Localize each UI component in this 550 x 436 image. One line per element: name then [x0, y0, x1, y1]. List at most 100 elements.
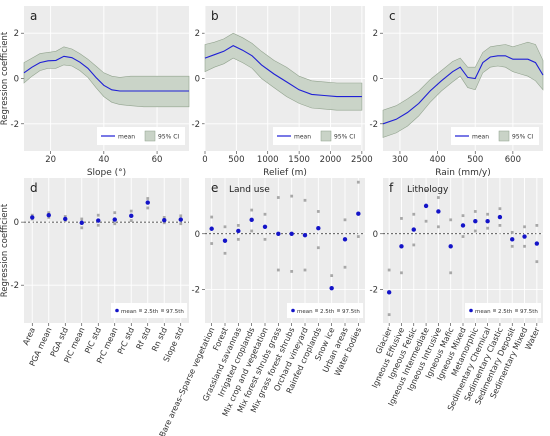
- legend-mean-label: mean: [297, 309, 313, 315]
- point-p975: [473, 210, 477, 213]
- legend-ci-label: 95% CI: [158, 134, 179, 141]
- point-mean: [485, 219, 490, 224]
- legend-mean-label: mean: [118, 134, 135, 141]
- y-tick-label: 2: [195, 29, 200, 39]
- panel-label: e: [211, 181, 218, 195]
- y-tick-label: -2: [370, 286, 378, 296]
- point-mean: [112, 217, 117, 222]
- point-mean: [209, 226, 214, 231]
- legend-ci-label: 95% CI: [334, 134, 355, 141]
- point-p025: [316, 246, 320, 250]
- x-tick-label: 2000: [320, 155, 342, 165]
- point-p975: [343, 218, 347, 222]
- point-mean: [222, 238, 228, 243]
- legend-p025-swatch: [315, 309, 318, 312]
- point-p975: [498, 207, 502, 211]
- point-mean: [399, 244, 404, 249]
- x-tick-label: 1500: [288, 155, 310, 165]
- point-mean: [249, 217, 254, 223]
- x-axis-label: Relief (m): [263, 168, 307, 178]
- point-p975: [179, 214, 183, 218]
- point-p975: [486, 212, 490, 216]
- point-p025: [412, 243, 416, 247]
- point-p975: [461, 214, 465, 218]
- point-mean: [145, 200, 150, 205]
- legend-p975-label: 97.5th: [342, 309, 360, 315]
- legend-box: [273, 127, 361, 145]
- legend-mean-label: mean: [472, 134, 489, 141]
- legend-p025-label: 2.5th: [320, 309, 335, 315]
- y-tick-label: 0: [373, 75, 378, 85]
- point-p975: [510, 230, 514, 234]
- point-p025: [146, 206, 150, 210]
- point-p975: [303, 198, 307, 202]
- y-tick-label: 0: [14, 218, 19, 228]
- legend-p975-swatch: [337, 309, 340, 312]
- point-p025: [343, 265, 347, 269]
- panel-b: -2 0 2 0 500 1000 1500 2000 2500 b Relief (m) mean 9…: [192, 6, 373, 178]
- point-mean: [473, 219, 478, 224]
- mean-line: [23, 55, 189, 92]
- legend-mean-swatch: [291, 308, 295, 313]
- point-p975: [263, 212, 267, 216]
- point-mean: [30, 215, 35, 220]
- point-p975: [412, 212, 416, 216]
- point-p975: [223, 225, 227, 229]
- point-mean: [302, 232, 308, 238]
- legend-ci-swatch: [320, 130, 332, 142]
- panel-c: -2 0 2 300 400 500 600 c Rain (mm/y) mean 95% CI: [370, 6, 544, 178]
- point-mean: [178, 217, 183, 222]
- point-p025: [80, 226, 84, 230]
- y-axis-label: Regression coefficient: [0, 203, 10, 297]
- x-tick-label: 60: [152, 155, 163, 165]
- point-p975: [80, 217, 84, 221]
- point-p975: [535, 224, 539, 227]
- x-tick-label: 20: [45, 155, 56, 165]
- point-mean: [262, 224, 268, 229]
- panel-a: -2 0 2 20 40 60 a Regression coefficient Slope (…: [0, 6, 190, 178]
- panel-title: Land use: [229, 185, 270, 195]
- point-mean: [342, 237, 348, 242]
- legend-p025-swatch: [493, 309, 496, 312]
- ci-band: [204, 32, 363, 111]
- point-p975: [47, 211, 51, 215]
- point-mean: [276, 231, 281, 236]
- x-tick-label: 2500: [351, 155, 373, 165]
- point-p025: [535, 260, 539, 264]
- point-p975: [63, 215, 67, 218]
- x-tick-label: 400: [429, 155, 445, 165]
- point-mean: [423, 203, 429, 209]
- point-p025: [523, 244, 526, 248]
- point-p975: [210, 215, 214, 219]
- point-p975: [129, 209, 133, 213]
- legend-p975-label: 97.5th: [520, 309, 538, 315]
- panel-title: Lithology: [407, 185, 449, 195]
- legend-mean-label: mean: [294, 134, 311, 141]
- point-p975: [400, 217, 403, 220]
- legend-ci-label: 95% CI: [512, 134, 533, 141]
- point-p025: [510, 244, 514, 248]
- legend-box: [465, 303, 541, 318]
- point-p025: [47, 216, 51, 219]
- panel-label: d: [30, 181, 38, 195]
- point-p025: [498, 224, 502, 227]
- legend-mean-label: mean: [121, 309, 137, 315]
- point-p975: [162, 216, 166, 219]
- legend-p025-swatch: [139, 309, 142, 312]
- point-mean: [236, 228, 241, 234]
- y-tick-label: 0: [195, 75, 200, 85]
- x-tick-label: 40: [98, 155, 109, 165]
- point-mean: [534, 241, 540, 246]
- point-p975: [30, 213, 34, 217]
- point-p025: [473, 229, 477, 233]
- x-tick-label: Rf std: [135, 326, 153, 351]
- y-tick-label: 0: [373, 230, 378, 240]
- point-p025: [436, 225, 440, 229]
- legend-mean-swatch: [115, 308, 119, 313]
- panel-label: a: [30, 9, 37, 23]
- point-p025: [250, 229, 254, 233]
- mean-line: [204, 44, 362, 98]
- point-mean: [129, 213, 134, 219]
- x-tick-label: Bare areas–Sparse vegetation: [158, 326, 217, 436]
